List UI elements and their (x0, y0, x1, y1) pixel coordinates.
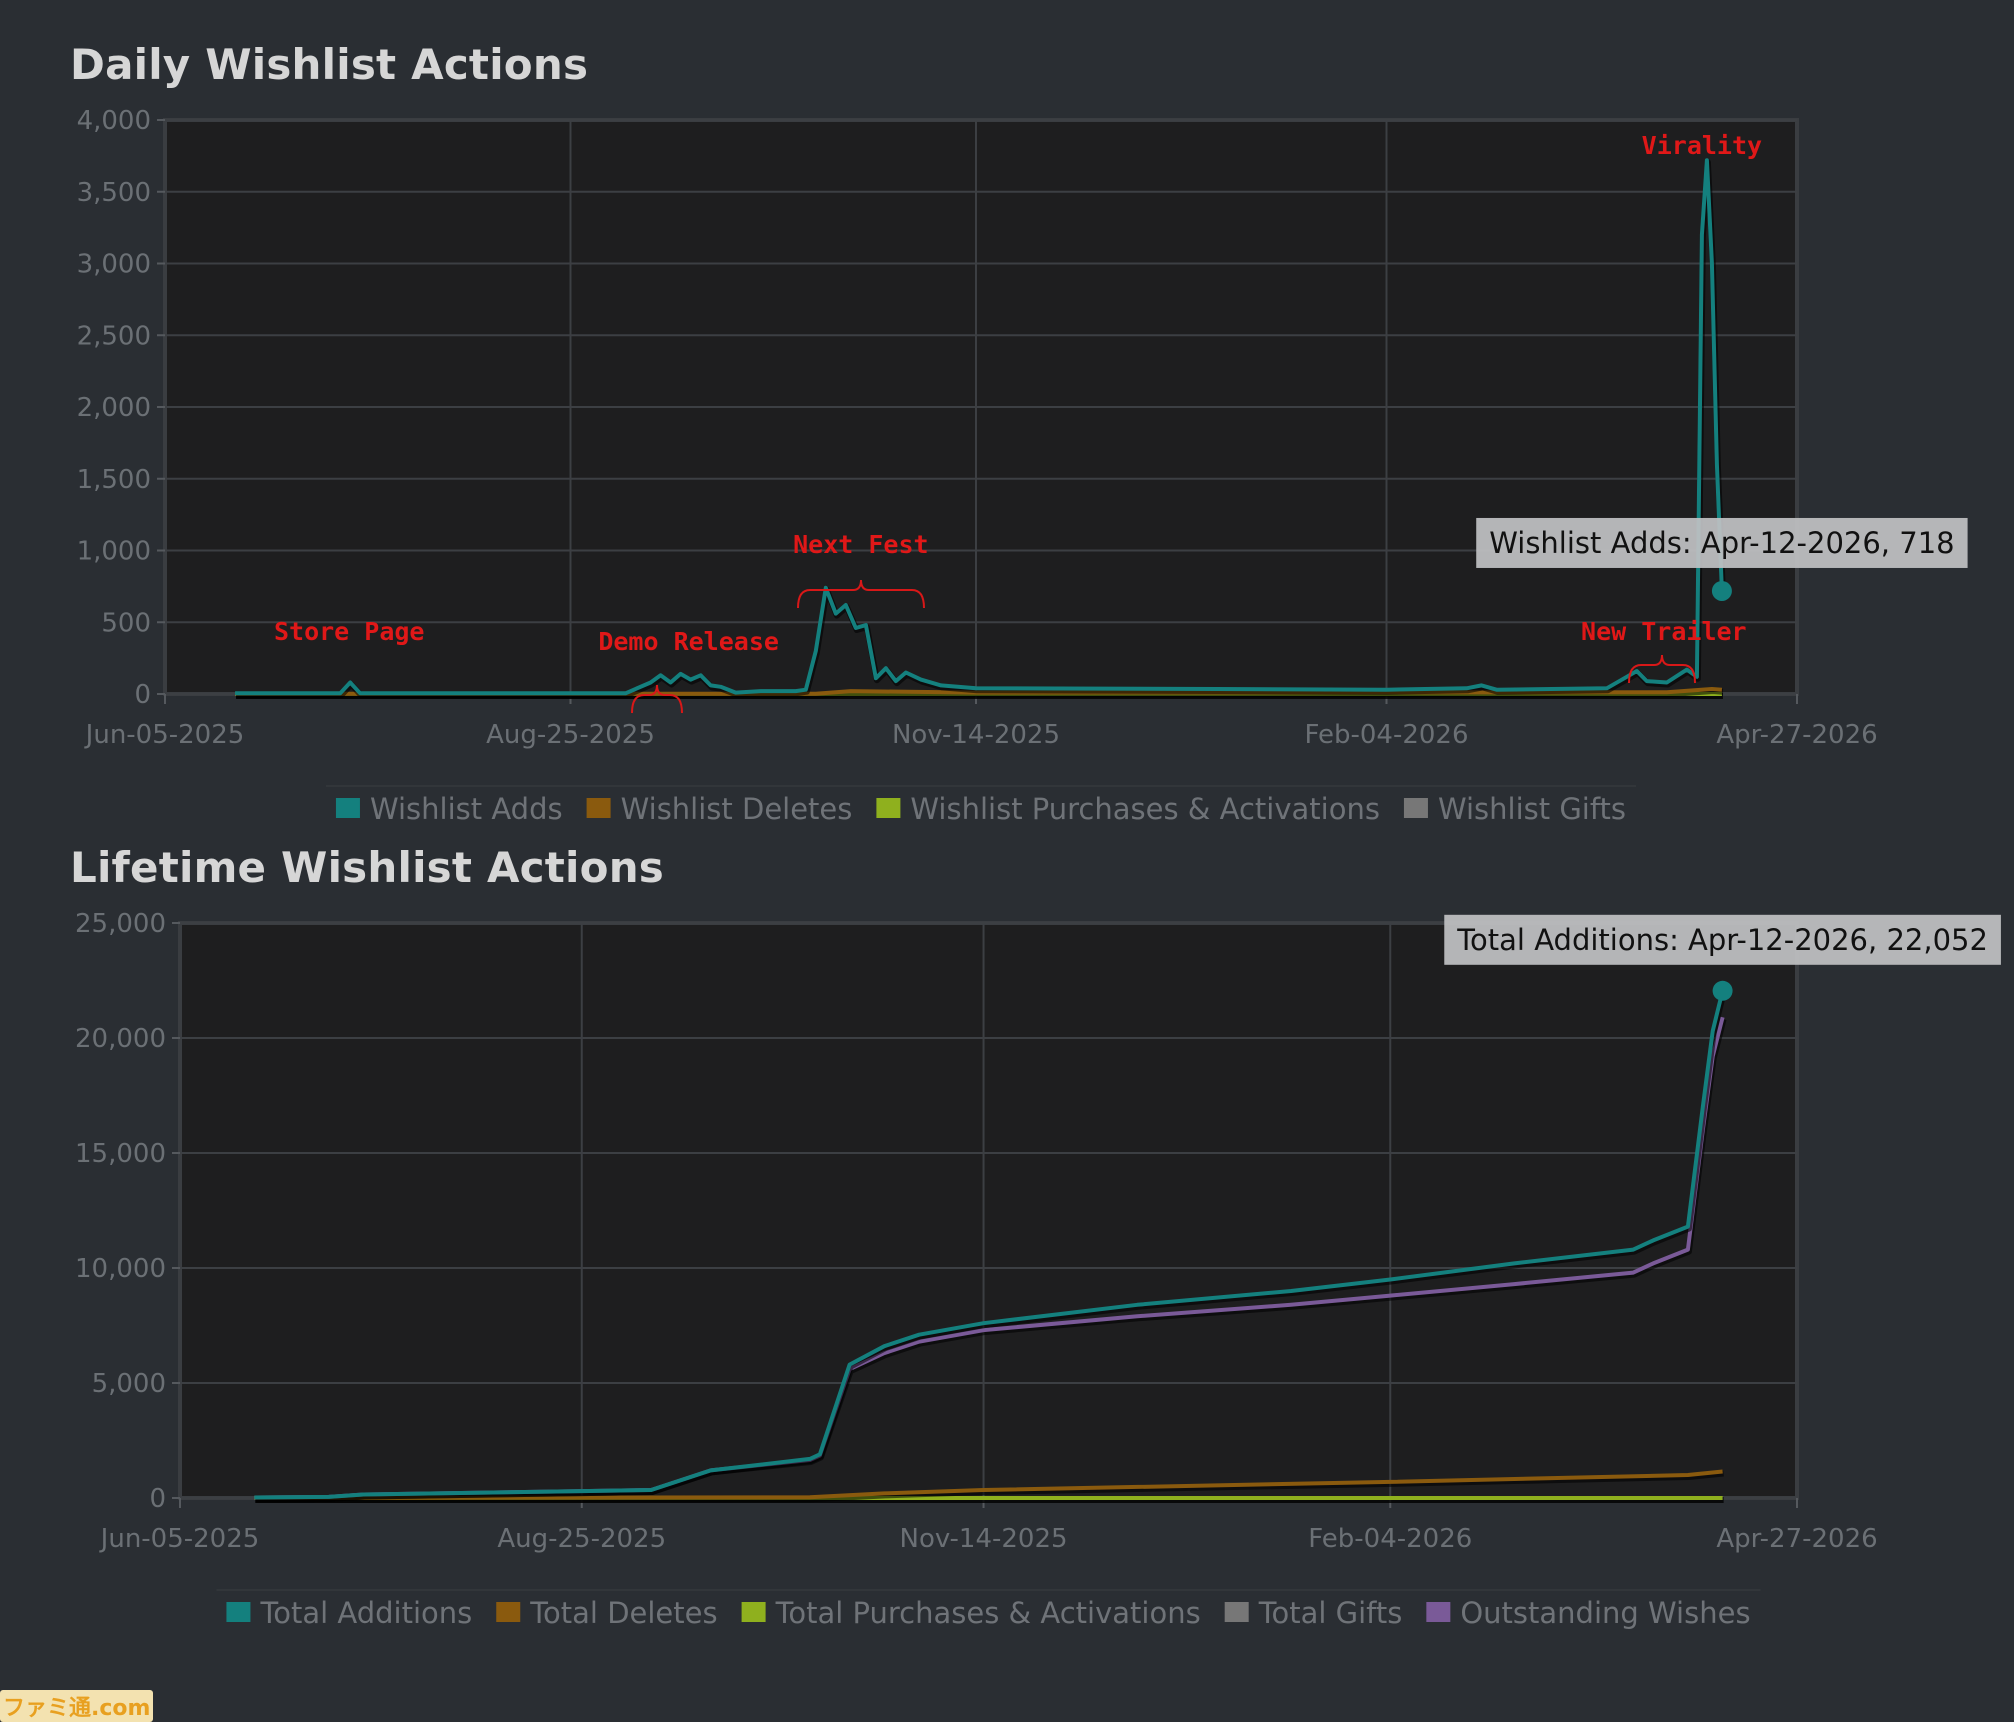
y-tick-label: 0 (134, 680, 151, 710)
y-tick-label: 3,500 (77, 178, 151, 208)
series-shadow-total-deletes (255, 1470, 1724, 1503)
x-tick-label: Apr-27-2026 (1716, 720, 1877, 750)
tooltip: Wishlist Adds: Apr-12-2026, 718 (1476, 517, 1968, 568)
site-logo: ファミ通.com (0, 1690, 154, 1722)
y-tick-label: 20,000 (75, 1024, 166, 1054)
x-tick-label: Nov-14-2025 (892, 720, 1060, 750)
x-tick-label: Aug-25-2025 (486, 720, 655, 750)
legend-label-wishlist-purchases-activations: Wishlist Purchases & Activations (910, 792, 1380, 826)
legend: Wishlist Adds Wishlist Deletes Wishlist Pu… (325, 785, 1637, 826)
x-tick-label: Feb-04-2026 (1308, 1524, 1472, 1554)
annotation-store-page: Store Page (274, 617, 425, 646)
y-tick-label: 2,500 (77, 321, 151, 351)
y-tick-label: 10,000 (75, 1254, 166, 1284)
legend-swatch-total-additions (226, 1602, 251, 1622)
series-shadow-total-additions (255, 992, 1727, 1503)
legend-swatch-wishlist-purchases-activations (876, 798, 901, 818)
legend-swatch-total-deletes (496, 1602, 521, 1622)
series-line-total-deletes (254, 1469, 1723, 1500)
legend-label-wishlist-deletes: Wishlist Deletes (621, 792, 853, 826)
legend-label-total-gifts: Total Gifts (1258, 1596, 1403, 1630)
annotation-new-trailer: New Trailer (1581, 617, 1747, 646)
annotation-demo-release: Demo Release (598, 627, 779, 656)
legend-label-total-additions: Total Additions (259, 1596, 472, 1630)
y-tick-label: 15,000 (75, 1139, 166, 1169)
annotation-brace-new-trailer (1628, 654, 1696, 684)
x-tick-label: Aug-25-2025 (497, 1524, 666, 1554)
x-tick-label: Nov-14-2025 (900, 1524, 1068, 1554)
x-tick-label: Jun-05-2025 (84, 720, 245, 750)
y-tick-label: 1,000 (77, 537, 151, 567)
y-tick-label: 25,000 (75, 909, 166, 939)
daily-wishlist-chart: 0 500 1,000 1,500 2,000 2,500 3,000 3,500 4,000 J… (77, 106, 1968, 826)
legend-swatch-outstanding-wishes (1426, 1602, 1451, 1622)
legend-swatch-wishlist-deletes (586, 798, 611, 818)
legend-label-outstanding-wishes: Outstanding Wishes (1460, 1596, 1750, 1630)
x-tick-label: Jun-05-2025 (99, 1524, 260, 1554)
y-tick-label: 500 (101, 608, 151, 638)
legend-label-total-purchases-activations: Total Purchases & Activations (775, 1596, 1201, 1630)
legend-swatch-total-purchases-activations (741, 1602, 766, 1622)
series-line-total-additions (254, 990, 1725, 1500)
annotation-next-fest: Next Fest (793, 530, 928, 559)
legend: Total Additions Total Deletes Total Purcha… (216, 1589, 1761, 1630)
y-tick-label: 2,000 (77, 393, 151, 423)
tooltip-box (1476, 517, 1968, 568)
y-tick-label: 5,000 (92, 1369, 166, 1399)
y-tick-label: 1,500 (77, 465, 151, 495)
y-tick-label: 4,000 (77, 106, 151, 136)
plot-area (178, 921, 1799, 1500)
legend-swatch-wishlist-adds (335, 798, 360, 818)
highlight-point (1712, 980, 1733, 1001)
legend-label-wishlist-gifts: Wishlist Gifts (1438, 792, 1626, 826)
x-tick-label: Apr-27-2026 (1716, 1524, 1877, 1554)
legend-label-total-deletes: Total Deletes (529, 1596, 717, 1630)
series-line-wishlist-adds (235, 158, 1724, 696)
annotation-brace-next-fest (797, 579, 925, 609)
daily-chart-title: Daily Wishlist Actions (70, 40, 589, 89)
highlight-point (1711, 580, 1732, 601)
legend-swatch-wishlist-gifts (1403, 798, 1428, 818)
annotation-virality: Virality (1642, 131, 1762, 160)
lifetime-wishlist-chart: 0 5,000 10,000 15,000 20,000 25,000 Jun-05-202… (75, 909, 2001, 1630)
annotation-brace-demo-release (631, 684, 683, 714)
x-tick-label: Feb-04-2026 (1304, 720, 1468, 750)
legend-swatch-total-gifts (1224, 1602, 1249, 1622)
tooltip-text: Total Additions: Apr-12-2026, 22,052 (1456, 923, 1988, 957)
tooltip-text: Wishlist Adds: Apr-12-2026, 718 (1489, 526, 1954, 560)
y-tick-label: 3,000 (77, 250, 151, 280)
tooltip-box (1444, 914, 2001, 965)
annotations: Store Page Demo Release Next Fest New Trail… (274, 131, 1762, 714)
lifetime-chart-title: Lifetime Wishlist Actions (70, 843, 665, 892)
tooltip: Total Additions: Apr-12-2026, 22,052 (1444, 914, 2001, 965)
legend-label-wishlist-adds: Wishlist Adds (370, 792, 563, 826)
y-tick-label: 0 (149, 1484, 166, 1514)
